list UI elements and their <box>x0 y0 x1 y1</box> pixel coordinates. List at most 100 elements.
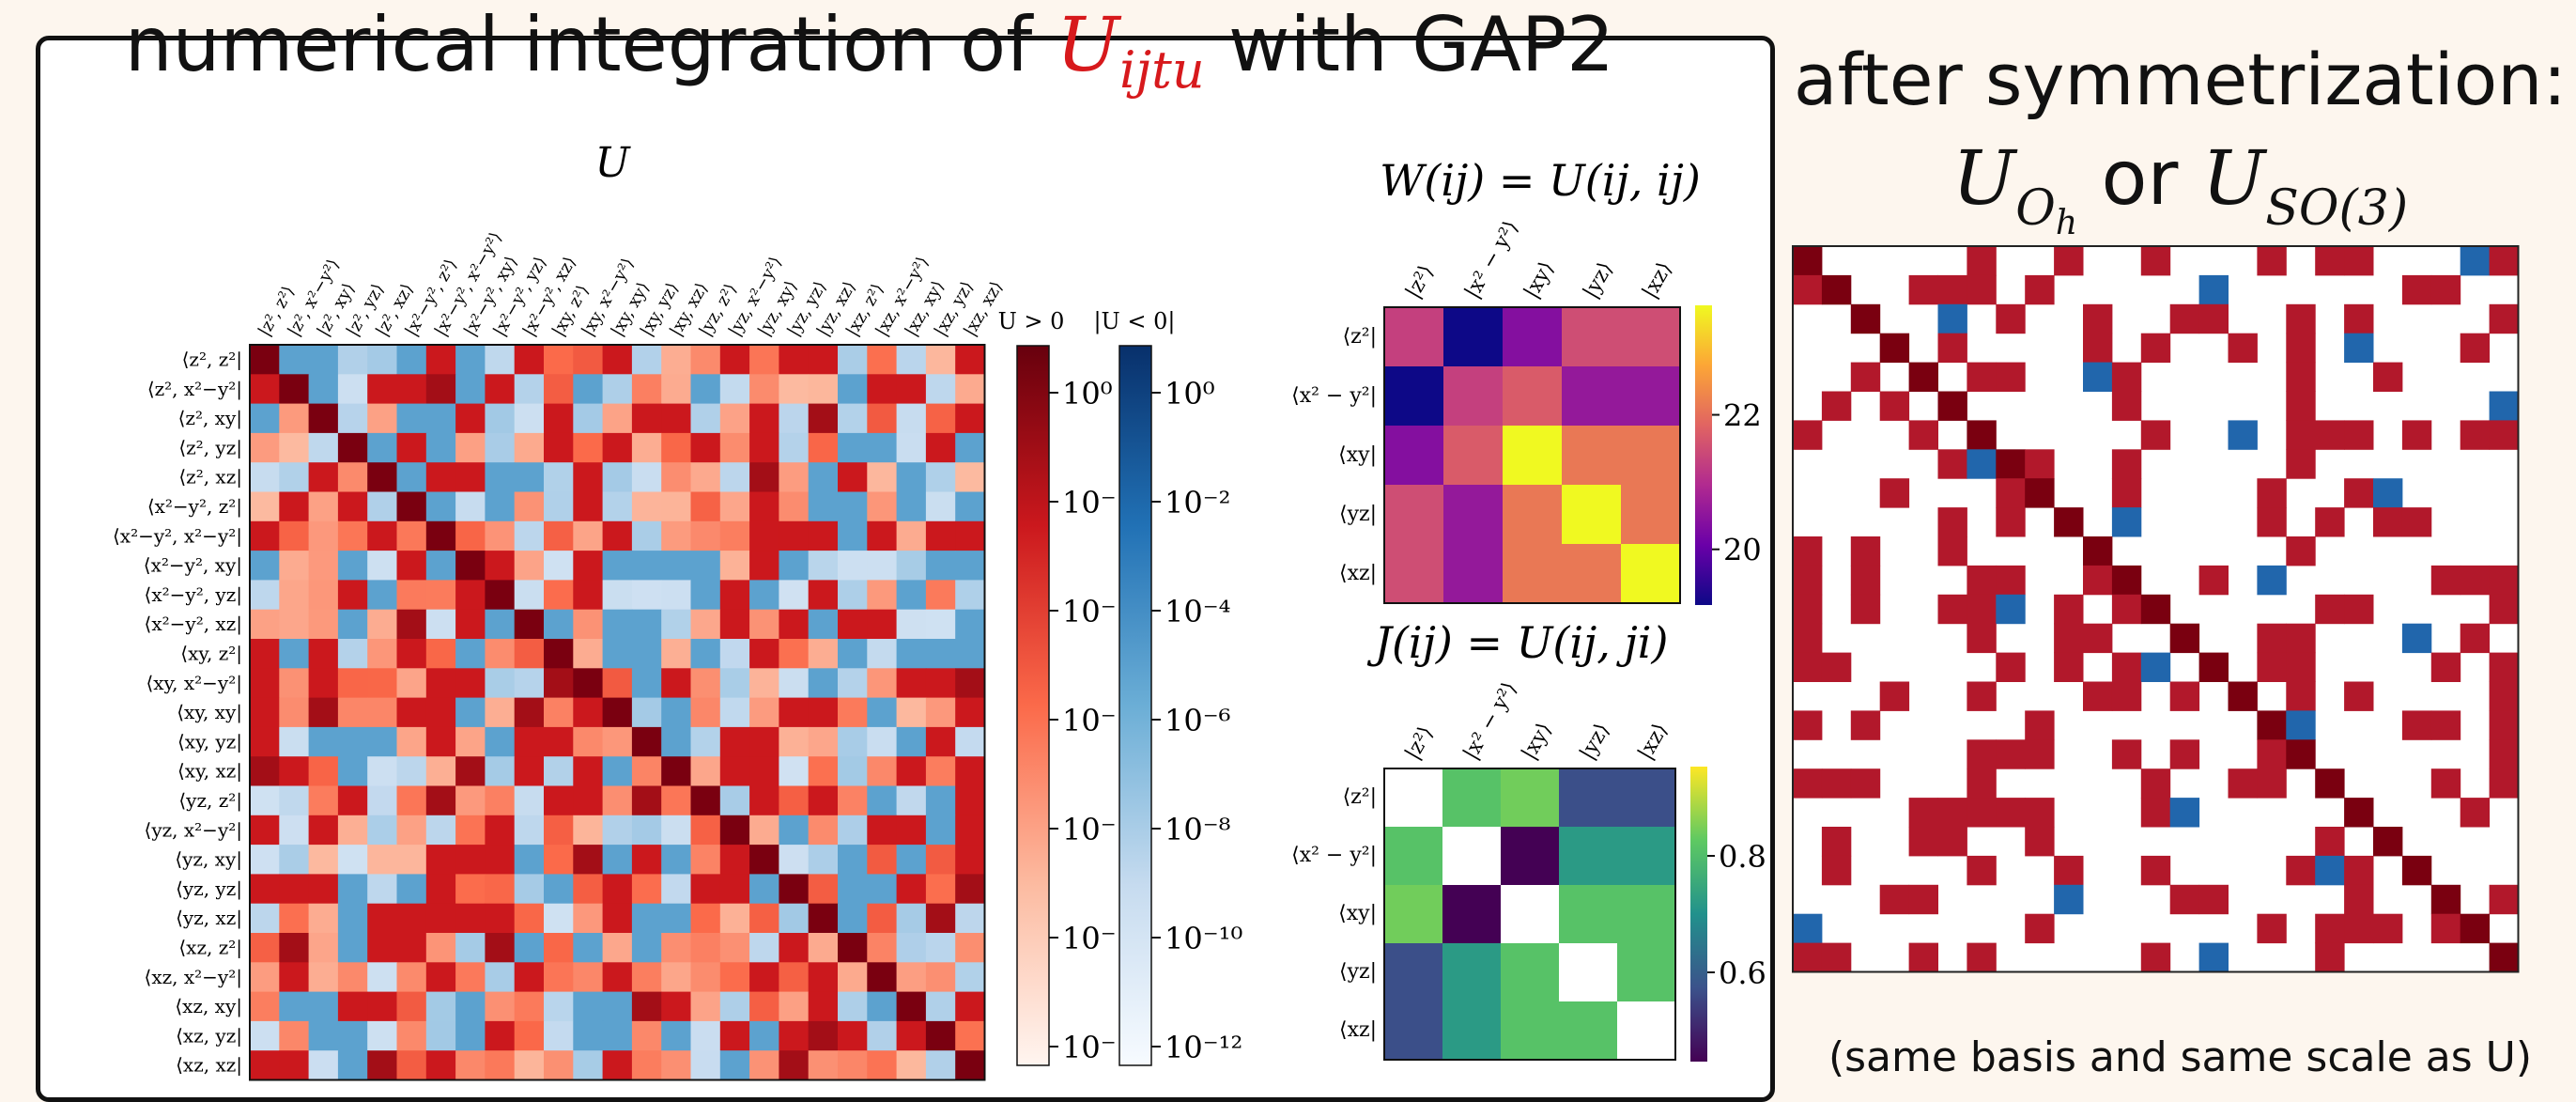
s-cell <box>1967 942 1997 972</box>
u-cell <box>573 697 604 728</box>
u-cell <box>925 726 956 757</box>
u-cell <box>573 432 604 463</box>
s-cell <box>2111 594 2142 625</box>
u-cell <box>749 991 779 1022</box>
u-cell <box>838 697 868 728</box>
u-cell <box>661 551 691 581</box>
s-cell <box>2111 478 2142 508</box>
u-cell <box>250 726 280 757</box>
j-grid-colorbar-label: 0.8 <box>1719 839 1766 875</box>
u-cell <box>337 668 368 699</box>
u-cell <box>896 462 927 492</box>
s-cell <box>2430 274 2461 305</box>
u-cell <box>808 639 839 669</box>
s-cell <box>2054 594 2084 625</box>
u-cell <box>690 1020 721 1051</box>
u-cell <box>808 609 839 640</box>
u-cell <box>867 903 898 934</box>
u-cell <box>779 580 810 611</box>
w-grid-col-label: |xy⟩ <box>1519 257 1559 303</box>
u-cell <box>896 785 927 816</box>
s-cell <box>2257 565 2287 596</box>
u-cell <box>749 874 779 905</box>
s-cell <box>2257 652 2287 682</box>
u-cell <box>749 639 779 669</box>
u-cell <box>925 403 956 434</box>
u-cell <box>250 345 280 375</box>
u-cell <box>544 668 574 699</box>
s-cell <box>2111 391 2142 421</box>
u-cell <box>573 726 604 757</box>
s-cell <box>2373 507 2403 537</box>
u-cell <box>925 491 956 522</box>
s-cell <box>1967 681 1997 711</box>
u-cell <box>838 874 868 905</box>
u-row-label: ⟨x²−y², yz| <box>145 583 242 607</box>
u-cell <box>544 785 574 816</box>
w-grid-cell <box>1443 307 1504 367</box>
j-grid-cell <box>1501 943 1560 1002</box>
u-cell <box>337 580 368 611</box>
s-cell <box>2286 855 2316 886</box>
w-matrix-title: W(ij) = U(ij, ij) <box>1380 155 1701 206</box>
s-cell <box>2083 623 2113 654</box>
s-cell <box>2025 739 2055 769</box>
u-cell <box>573 1020 604 1051</box>
u-cell <box>719 374 750 405</box>
s-cell <box>2140 942 2171 972</box>
right-caption: (same basis and same scale as U) <box>1828 1033 2533 1081</box>
s-cell <box>1967 739 1997 769</box>
s-cell <box>1908 884 1938 915</box>
u-cell <box>602 845 633 875</box>
w-grid-cell <box>1443 426 1504 486</box>
u-cell <box>514 726 545 757</box>
s-cell <box>2054 884 2084 915</box>
u-cell <box>749 726 779 757</box>
s-cell <box>2315 942 2345 972</box>
u-cell <box>337 1050 368 1080</box>
colorbar-negative-tick-label: 10⁰ <box>1165 376 1215 411</box>
u-cell <box>867 374 898 405</box>
u-cell <box>514 815 545 846</box>
s-cell <box>2489 942 2519 972</box>
u-cell <box>690 609 721 640</box>
u-cell <box>602 639 633 669</box>
u-cell <box>573 374 604 405</box>
u-cell <box>367 580 397 611</box>
u-cell <box>396 432 427 463</box>
u-cell <box>308 697 339 728</box>
j-grid-col-label: |yz⟩ <box>1576 720 1615 764</box>
s-cell <box>2286 652 2316 682</box>
u-cell <box>337 726 368 757</box>
u-cell <box>544 491 574 522</box>
u-cell <box>279 785 310 816</box>
u-cell <box>808 432 839 463</box>
s-cell <box>2460 565 2491 596</box>
colorbar-negative-tick-label: 10⁻¹² <box>1165 1030 1242 1065</box>
w-grid-cell <box>1384 366 1444 427</box>
j-grid-cell <box>1559 1001 1618 1061</box>
u-cell <box>925 845 956 875</box>
u-cell <box>955 403 985 434</box>
u-cell <box>308 815 339 846</box>
j-grid-row-label: ⟨x² − y²| <box>1291 844 1377 867</box>
w-grid-col-label: |xz⟩ <box>1638 258 1677 303</box>
u-cell <box>749 1020 779 1051</box>
u-cell <box>867 697 898 728</box>
s-cell <box>1879 333 1910 364</box>
s-cell <box>2198 652 2229 682</box>
u-cell <box>719 491 750 522</box>
u-cell <box>719 874 750 905</box>
s-cell <box>1996 362 2026 392</box>
j-grid-cell <box>1617 885 1676 944</box>
u-cell <box>544 551 574 581</box>
u-cell <box>955 639 985 669</box>
u-cell <box>544 845 574 875</box>
u-cell <box>425 345 456 375</box>
u-cell <box>544 520 574 551</box>
u-cell <box>308 933 339 963</box>
u-cell <box>690 639 721 669</box>
u-cell <box>250 491 280 522</box>
u-cell <box>544 697 574 728</box>
